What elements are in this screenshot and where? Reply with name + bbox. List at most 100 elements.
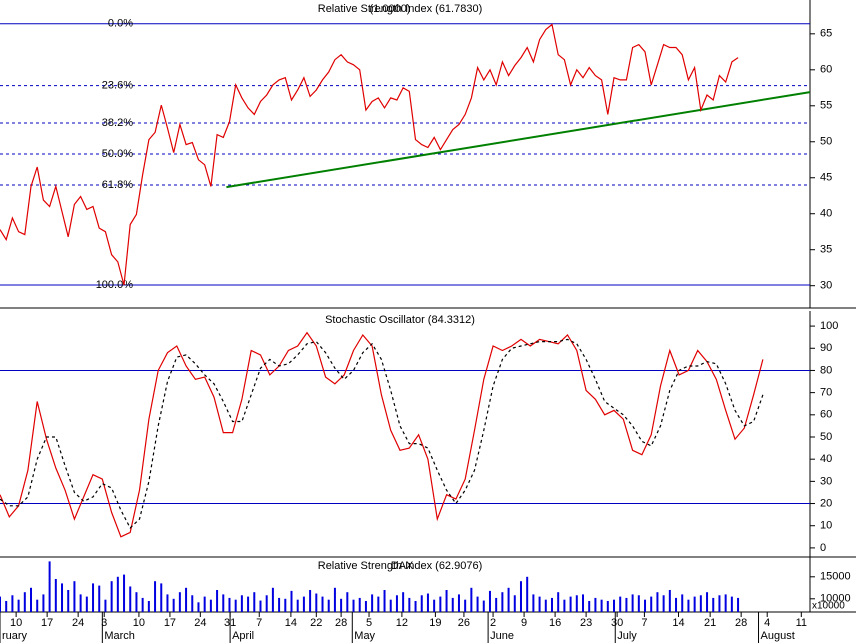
series-line — [0, 338, 764, 529]
volume-bar — [284, 598, 287, 612]
volume-bar — [619, 596, 622, 612]
x-tick-label: 17 — [41, 617, 53, 629]
x-tick-label: 14 — [285, 617, 297, 629]
volume-bar — [544, 599, 547, 612]
volume-bar — [656, 592, 659, 612]
volume-bar — [687, 599, 690, 612]
volume-bar — [67, 590, 70, 612]
volume-bar — [594, 597, 597, 612]
volume-bar — [358, 597, 361, 612]
x-tick-label: 17 — [164, 617, 176, 629]
volume-bar — [550, 597, 553, 612]
y-tick-label: 30 — [820, 475, 832, 487]
month-label: ruary — [2, 630, 28, 642]
volume-bar — [309, 590, 312, 612]
y-tick-label: 10000 — [820, 593, 851, 605]
panel-overlay-text: (1.0000) — [370, 3, 411, 15]
volume-bar — [420, 595, 423, 612]
volume-bar — [203, 596, 206, 612]
volume-bar — [222, 594, 225, 612]
volume-bar — [625, 597, 628, 612]
volume-bar — [699, 595, 702, 612]
volume-bar — [61, 583, 64, 612]
volume-bar — [228, 597, 231, 612]
y-tick-label: 60 — [820, 409, 832, 421]
month-label: June — [490, 630, 514, 642]
x-tick-label: 7 — [256, 617, 262, 629]
volume-bar — [278, 597, 281, 612]
volume-bar — [352, 599, 355, 612]
volume-bar — [42, 594, 45, 612]
volume-bar — [147, 601, 150, 612]
volume-bar — [383, 590, 386, 612]
volume-bar — [681, 594, 684, 612]
volume-bar — [178, 592, 181, 612]
volume-bar — [507, 587, 510, 612]
volume-bar — [209, 599, 212, 612]
x-tick-label: 26 — [458, 617, 470, 629]
volume-bar — [569, 596, 572, 612]
volume-bar — [247, 596, 250, 612]
volume-bar — [482, 600, 485, 612]
volume-bar — [265, 595, 268, 612]
x-tick-label: 19 — [429, 617, 441, 629]
volume-bar — [98, 585, 101, 612]
volume-bar — [166, 594, 169, 612]
x-tick-label: 28 — [335, 617, 347, 629]
volume-bar — [389, 599, 392, 612]
fib-label: 50.0% — [102, 148, 133, 160]
volume-bar — [575, 595, 578, 612]
y-tick-label: 55 — [820, 100, 832, 112]
volume-bar — [476, 596, 479, 612]
volume-bar — [0, 596, 1, 612]
y-tick-label: 70 — [820, 387, 832, 399]
volume-bar — [79, 594, 82, 612]
y-tick-label: 100 — [820, 320, 838, 332]
volume-bar — [191, 595, 194, 612]
volume-bar — [234, 599, 237, 612]
x-tick-label: 2 — [490, 617, 496, 629]
month-label: May — [354, 630, 375, 642]
volume-bar — [123, 574, 126, 612]
volume-bar — [563, 599, 566, 612]
volume-bar — [327, 599, 330, 612]
series-line — [0, 331, 764, 538]
volume-bar — [650, 596, 653, 612]
volume-bar — [414, 601, 417, 612]
volume-bar — [110, 581, 113, 612]
volume-bar — [253, 592, 256, 612]
trendline — [226, 91, 811, 189]
volume-bar — [538, 596, 541, 612]
volume-bar — [290, 590, 293, 612]
volume-bar — [600, 599, 603, 612]
volume-bar — [321, 596, 324, 612]
panel-overlay-text: DAX — [391, 560, 414, 572]
volume-bar — [296, 599, 299, 612]
x-tick-label: 10 — [10, 617, 22, 629]
x-tick-label: 3 — [101, 617, 107, 629]
volume-bar — [73, 581, 76, 612]
volume-bar — [346, 592, 349, 612]
volume-bar — [154, 581, 157, 612]
volume-bar — [364, 601, 367, 612]
volume-bar — [54, 579, 57, 612]
volume-bar — [48, 561, 51, 612]
volume-bar — [333, 587, 336, 612]
volume-bar — [445, 590, 448, 612]
month-label: April — [232, 630, 254, 642]
x-tick-label: 28 — [735, 617, 747, 629]
volume-bar — [315, 593, 318, 612]
volume-bar — [470, 587, 473, 612]
y-tick-label: 60 — [820, 64, 832, 76]
volume-bar — [451, 597, 454, 612]
fib-label: 61.8% — [102, 179, 133, 191]
panel-title: Stochastic Oscillator (84.3312) — [325, 314, 475, 326]
volume-bar — [408, 597, 411, 612]
volume-bar — [495, 597, 498, 612]
y-tick-label: 50 — [820, 136, 832, 148]
volume-bar — [588, 601, 591, 612]
volume-bar — [582, 594, 585, 612]
volume-bar — [197, 602, 200, 612]
volume-bar — [129, 586, 132, 612]
